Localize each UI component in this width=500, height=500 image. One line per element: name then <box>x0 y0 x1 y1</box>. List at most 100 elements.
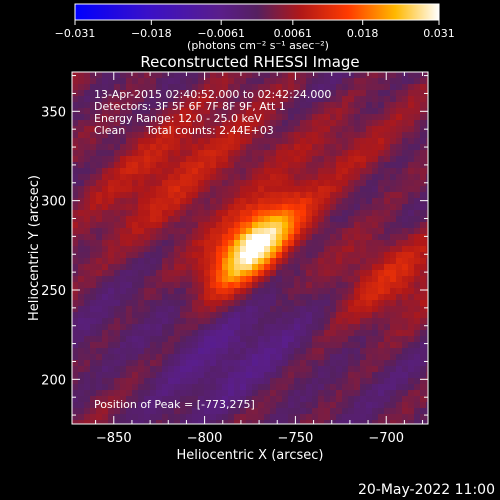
heatmap-cell <box>246 414 253 421</box>
heatmap-cell <box>282 276 289 283</box>
heatmap-cell <box>342 324 349 331</box>
heatmap-cell <box>144 366 151 373</box>
heatmap-cell <box>222 192 229 199</box>
heatmap-cell <box>234 336 241 343</box>
heatmap-cell <box>210 150 217 157</box>
heatmap-cell <box>120 186 127 193</box>
heatmap-cell <box>228 228 235 235</box>
heatmap-cell <box>420 354 427 361</box>
heatmap-cell <box>324 258 331 265</box>
heatmap-cell <box>216 264 223 271</box>
heatmap-cell <box>144 156 151 163</box>
heatmap-cell <box>114 240 121 247</box>
heatmap-cell <box>78 222 85 229</box>
heatmap-cell <box>396 390 403 397</box>
heatmap-cell <box>216 144 223 151</box>
heatmap-cell <box>228 276 235 283</box>
heatmap-cell <box>246 204 253 211</box>
heatmap-cell <box>180 378 187 385</box>
heatmap-cell <box>312 276 319 283</box>
heatmap-cell <box>168 240 175 247</box>
heatmap-cell <box>180 156 187 163</box>
heatmap-cell <box>84 108 91 115</box>
heatmap-cell <box>198 162 205 169</box>
heatmap-cell <box>78 126 85 133</box>
heatmap-cell <box>342 132 349 139</box>
heatmap-cell <box>180 216 187 223</box>
heatmap-cell <box>390 372 397 379</box>
heatmap-cell <box>180 72 187 79</box>
heatmap-cell <box>144 264 151 271</box>
heatmap-cell <box>114 348 121 355</box>
heatmap-cell <box>420 180 427 187</box>
heatmap-cell <box>144 204 151 211</box>
heatmap-cell <box>300 180 307 187</box>
heatmap-cell <box>90 324 97 331</box>
heatmap-cell <box>360 210 367 217</box>
heatmap-cell <box>408 78 415 85</box>
heatmap-cell <box>246 324 253 331</box>
heatmap-cell <box>402 336 409 343</box>
heatmap-cell <box>132 396 139 403</box>
heatmap-cell <box>264 174 271 181</box>
heatmap-cell <box>348 252 355 259</box>
heatmap-cell <box>300 246 307 253</box>
heatmap-cell <box>306 252 313 259</box>
heatmap-cell <box>390 120 397 127</box>
heatmap-cell <box>402 132 409 139</box>
heatmap-cell <box>342 180 349 187</box>
heatmap-cell <box>150 354 157 361</box>
heatmap-cell <box>192 252 199 259</box>
heatmap-cell <box>312 414 319 421</box>
heatmap-cell <box>336 390 343 397</box>
heatmap-cell <box>312 204 319 211</box>
heatmap-cell <box>240 138 247 145</box>
heatmap-cell <box>396 108 403 115</box>
heatmap-cell <box>360 306 367 313</box>
heatmap-cell <box>144 102 151 109</box>
heatmap-cell <box>108 174 115 181</box>
heatmap-cell <box>390 270 397 277</box>
heatmap-cell <box>90 300 97 307</box>
heatmap-cell <box>138 390 145 397</box>
heatmap-cell <box>78 264 85 271</box>
heatmap-cell <box>162 372 169 379</box>
heatmap-cell <box>360 360 367 367</box>
heatmap-cell <box>300 138 307 145</box>
heatmap-cell <box>180 312 187 319</box>
heatmap-cell <box>120 378 127 385</box>
heatmap-cell <box>192 102 199 109</box>
heatmap-cell <box>396 336 403 343</box>
heatmap-cell <box>114 342 121 349</box>
heatmap-cell <box>246 228 253 235</box>
heatmap-cell <box>270 354 277 361</box>
heatmap-cell <box>132 360 139 367</box>
heatmap-cell <box>216 396 223 403</box>
heatmap-cell <box>366 270 373 277</box>
heatmap-cell <box>324 360 331 367</box>
heatmap-cell <box>84 72 91 79</box>
heatmap-cell <box>228 240 235 247</box>
heatmap-cell <box>270 96 277 103</box>
heatmap-cell <box>396 246 403 253</box>
heatmap-cell <box>360 270 367 277</box>
heatmap-cell <box>318 282 325 289</box>
heatmap-cell <box>234 174 241 181</box>
heatmap-cell <box>246 120 253 127</box>
heatmap-cell <box>354 312 361 319</box>
heatmap-cell <box>192 366 199 373</box>
heatmap-cell <box>300 264 307 271</box>
heatmap-cell <box>90 288 97 295</box>
heatmap-cell <box>192 144 199 151</box>
heatmap-cell <box>108 144 115 151</box>
heatmap-cell <box>324 408 331 415</box>
heatmap-cell <box>144 270 151 277</box>
heatmap-cell <box>342 108 349 115</box>
heatmap-cell <box>204 78 211 85</box>
heatmap-cell <box>90 126 97 133</box>
heatmap-cell <box>402 222 409 229</box>
heatmap-cell <box>270 414 277 421</box>
heatmap-cell <box>192 312 199 319</box>
heatmap-cell <box>372 270 379 277</box>
heatmap-cell <box>312 372 319 379</box>
